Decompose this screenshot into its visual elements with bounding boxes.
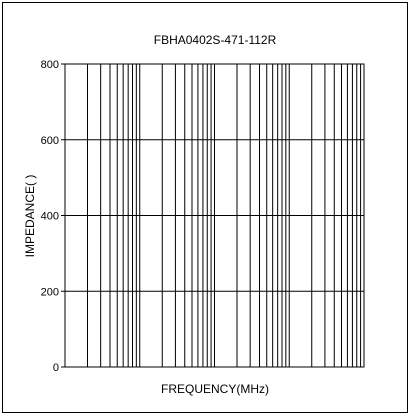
y-tick-label: 200 xyxy=(41,286,59,298)
y-tick-label: 400 xyxy=(41,211,59,223)
y-tick-label: 800 xyxy=(41,59,59,71)
y-tick-label: 600 xyxy=(41,135,59,147)
y-tick-label: 0 xyxy=(53,362,59,374)
y-axis-label: IMPEDANCE( ) xyxy=(23,175,37,258)
y-axis-ticks: 0 200 400 600 800 xyxy=(41,59,59,374)
chart-frame xyxy=(2,2,408,413)
chart-title: FBHA0402S-471-112R xyxy=(154,33,277,47)
grid xyxy=(61,63,365,368)
plot-border xyxy=(64,63,365,368)
x-axis-label: FREQUENCY(MHz) xyxy=(161,382,269,396)
